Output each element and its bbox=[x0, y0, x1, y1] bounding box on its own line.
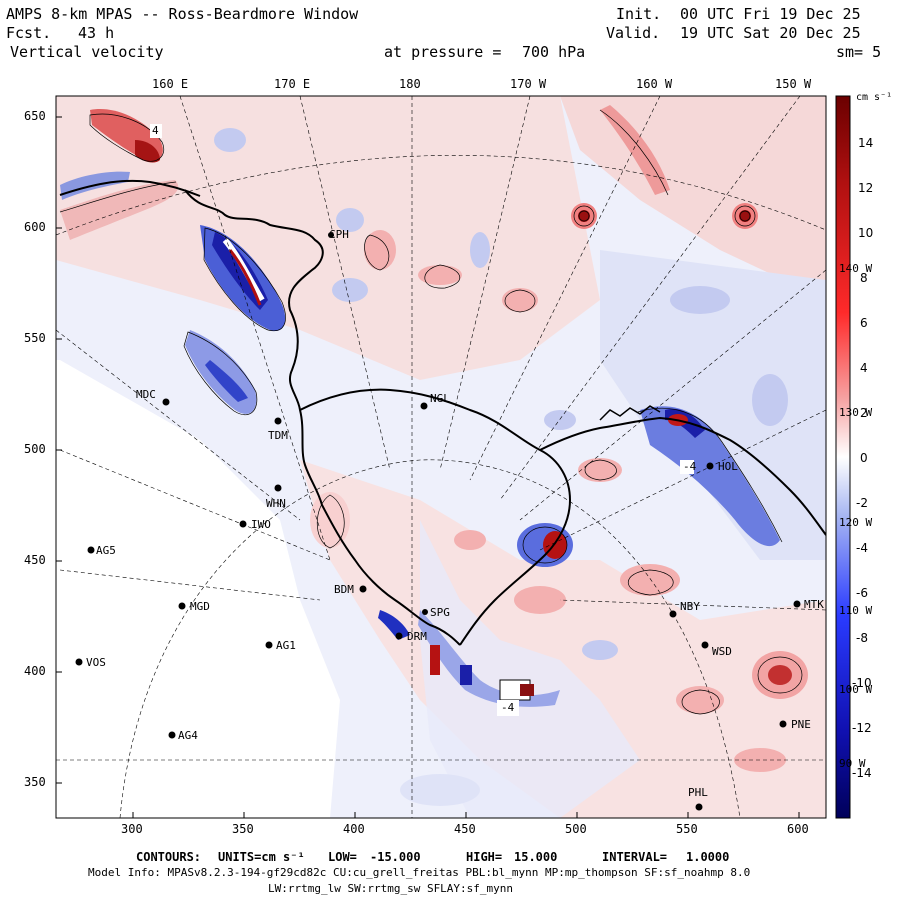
init-value: 00 UTC Fri 19 Dec 25 bbox=[680, 5, 861, 23]
station-label: AG4 bbox=[178, 729, 198, 742]
model-info: Model Info: MPASv8.2.3-194-gf29cd82c CU:… bbox=[88, 866, 751, 879]
x-tick: 600 bbox=[787, 822, 809, 836]
station-label: HOL bbox=[718, 460, 738, 473]
station-label: WSD bbox=[712, 645, 732, 658]
y-tick: 400 bbox=[24, 664, 46, 678]
colorbar-tick: -6 bbox=[856, 586, 868, 600]
y-tick: 500 bbox=[24, 442, 46, 456]
station-label: PHL bbox=[688, 786, 708, 799]
station-dots bbox=[75, 232, 801, 811]
x-axis-ticks bbox=[132, 812, 800, 818]
colorbar-tick: -8 bbox=[856, 631, 868, 645]
colorbar-tick: 14 bbox=[858, 136, 874, 150]
contours-high-value: 15.000 bbox=[514, 850, 558, 864]
station-label: SPG bbox=[430, 606, 450, 619]
coastline-west bbox=[184, 189, 461, 646]
valid-value: 19 UTC Sat 20 Dec 25 bbox=[680, 24, 861, 42]
x-tick: 400 bbox=[343, 822, 365, 836]
station-label: NBY bbox=[680, 600, 700, 613]
init-label: Init. bbox=[616, 5, 662, 23]
lon-label-right: 110 W bbox=[839, 604, 873, 617]
colorbar-tick: -4 bbox=[856, 541, 868, 555]
contour-label: 4 bbox=[152, 124, 159, 137]
fcst-label: Fcst. bbox=[6, 24, 52, 42]
pressure-value: 700 hPa bbox=[522, 43, 586, 61]
plot-frame bbox=[55, 95, 827, 819]
colorbar-tick: 12 bbox=[858, 181, 874, 195]
model-info-2: LW:rrtmg_lw SW:rrtmg_sw SFLAY:sf_mynn bbox=[268, 882, 514, 895]
contours-interval-value: 1.0000 bbox=[686, 850, 730, 864]
station-label: MDC bbox=[136, 388, 156, 401]
colorbar-tick: 2 bbox=[860, 406, 868, 420]
lon-label: 170 E bbox=[274, 77, 311, 91]
pressure-label: at pressure = bbox=[384, 43, 502, 61]
station-label: NGL bbox=[430, 392, 450, 405]
station-label: CPH bbox=[329, 228, 349, 241]
x-tick: 450 bbox=[454, 822, 476, 836]
x-tick: 500 bbox=[565, 822, 587, 836]
contours-low-value: -15.000 bbox=[370, 850, 421, 864]
colorbar-tick: 0 bbox=[860, 451, 868, 465]
fcst-value: 43 h bbox=[78, 24, 115, 42]
lon-label: 180 bbox=[399, 77, 421, 91]
field-name: Vertical velocity bbox=[10, 43, 164, 61]
colorbar-tick: -10 bbox=[852, 676, 872, 690]
colorbar-tick: 6 bbox=[860, 316, 868, 330]
contour-label: -4 bbox=[501, 701, 515, 714]
lon-label: 160 E bbox=[152, 77, 189, 91]
y-tick: 350 bbox=[24, 775, 46, 789]
ross-ice-shelf-front bbox=[299, 388, 572, 646]
contours-units: UNITS=cm s⁻¹ bbox=[218, 850, 305, 864]
contour-label-boxes bbox=[150, 124, 694, 716]
y-tick: 450 bbox=[24, 553, 46, 567]
lon-label-right: 120 W bbox=[839, 516, 873, 529]
station-label: AG1 bbox=[276, 639, 296, 652]
colorbar-tick: -14 bbox=[852, 766, 872, 780]
smooth-label: sm= 5 bbox=[836, 43, 882, 61]
lon-label-right: 130 W bbox=[839, 406, 873, 419]
title: AMPS 8-km MPAS -- Ross-Beardmore Window bbox=[6, 5, 359, 23]
x-tick: 300 bbox=[121, 822, 143, 836]
colorbar-tick: 10 bbox=[858, 226, 874, 240]
contours-interval-label: INTERVAL= bbox=[602, 850, 668, 864]
lon-label: 150 W bbox=[775, 77, 812, 91]
lon-label: 160 W bbox=[636, 77, 673, 91]
y-tick: 550 bbox=[24, 331, 46, 345]
colorbar-tick: -2 bbox=[856, 496, 868, 510]
valid-label: Valid. bbox=[606, 24, 661, 42]
lon-label-right: 140 W bbox=[839, 262, 873, 275]
contours-high-label: HIGH= bbox=[466, 850, 503, 864]
contours-label: CONTOURS: bbox=[136, 850, 202, 864]
colorbar-tick: -12 bbox=[852, 721, 872, 735]
station-label: VOS bbox=[86, 656, 106, 669]
y-tick: 650 bbox=[24, 109, 46, 123]
contour-label: -4 bbox=[683, 460, 697, 473]
contour-lines bbox=[59, 109, 803, 715]
colorbar-units: cm s⁻¹ bbox=[856, 92, 893, 103]
lon-label-right: 90 W bbox=[839, 757, 866, 770]
station-label: MGD bbox=[190, 600, 210, 613]
station-label: TDM bbox=[268, 429, 288, 442]
coastline-east bbox=[539, 416, 826, 536]
station-label: AG5 bbox=[96, 544, 116, 557]
x-tick: 350 bbox=[232, 822, 254, 836]
lon-label-right: 100 W bbox=[839, 683, 873, 696]
station-label: MTK bbox=[804, 598, 824, 611]
station-label: WHN bbox=[266, 497, 286, 510]
station-label: PNE bbox=[791, 718, 811, 731]
x-tick: 550 bbox=[676, 822, 698, 836]
graticule bbox=[56, 96, 826, 818]
vertical-velocity-field bbox=[56, 96, 826, 818]
station-label: BDM bbox=[334, 583, 354, 596]
y-axis-ticks bbox=[56, 116, 62, 784]
colorbar-tick: 8 bbox=[860, 271, 868, 285]
station-label: DRM bbox=[407, 630, 427, 643]
colorbar bbox=[835, 95, 851, 819]
station-label: IWO bbox=[251, 518, 271, 531]
colorbar-tick: 4 bbox=[860, 361, 868, 375]
contours-low-label: LOW= bbox=[328, 850, 357, 864]
lon-label: 170 W bbox=[510, 77, 547, 91]
y-tick: 600 bbox=[24, 220, 46, 234]
